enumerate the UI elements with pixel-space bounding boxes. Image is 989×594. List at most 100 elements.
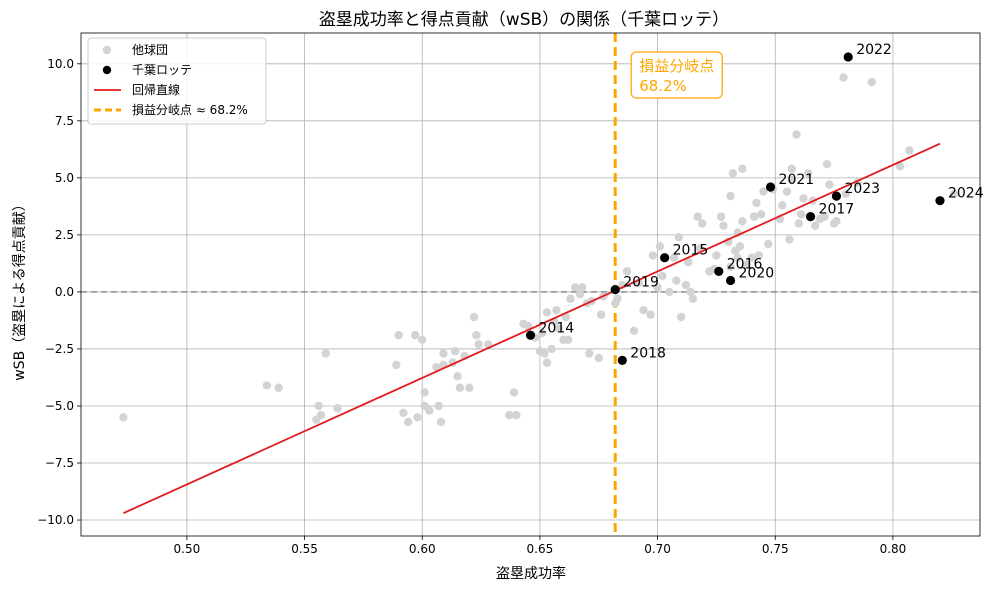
other-team-point	[439, 349, 448, 358]
other-team-point	[552, 305, 561, 315]
y-axis-label: wSB（盗塁による得点貢献）	[11, 197, 28, 381]
other-team-point	[738, 216, 747, 226]
other-team-point	[698, 219, 707, 228]
other-team-point	[575, 289, 585, 299]
legend-marker	[102, 65, 112, 75]
legend-frame	[87, 37, 267, 125]
lotte-point-2022	[843, 52, 853, 62]
other-team-point	[622, 267, 632, 276]
other-team-point	[648, 251, 658, 260]
x-axis-label: 盗塁成功率	[496, 565, 566, 582]
y-tick-label: −5.0	[45, 399, 74, 413]
other-team-point	[728, 169, 738, 178]
other-team-point	[469, 312, 479, 322]
other-team-point	[509, 388, 519, 397]
other-team-point	[787, 175, 796, 185]
lotte-point-2015	[660, 253, 670, 263]
y-tick-label: 2.5	[55, 228, 74, 242]
other-team-point	[453, 372, 462, 381]
other-team-point	[450, 347, 460, 356]
y-tick-label: 10.0	[47, 57, 74, 71]
other-team-point	[665, 287, 674, 297]
y-tick-label: −7.5	[45, 456, 74, 470]
other-team-point	[733, 253, 742, 262]
year-label-2023: 2023	[844, 181, 880, 197]
other-team-point	[782, 187, 792, 196]
year-label-2016: 2016	[727, 256, 763, 272]
other-team-point	[399, 408, 408, 418]
lotte-point-2024	[935, 196, 945, 206]
other-team-point	[712, 251, 721, 260]
annotation-box	[630, 51, 723, 99]
other-team-point	[841, 189, 851, 199]
other-team-point	[578, 283, 587, 292]
x-tick-label: 0.65	[527, 542, 554, 556]
other-team-point	[905, 146, 914, 155]
other-team-point	[655, 242, 665, 251]
other-team-point	[571, 283, 580, 292]
x-tick-label: 0.50	[174, 542, 201, 556]
other-team-point	[820, 212, 829, 221]
lotte-point-2016	[714, 266, 724, 276]
other-team-point	[613, 294, 622, 303]
regression-line	[122, 142, 941, 515]
axis-ticks: 0.50 0.55 0.60 0.65 0.70 0.75 0.80 10.0 7.5 5.0 2.…	[37, 57, 906, 556]
other-team-point	[538, 328, 547, 338]
year-label-2024: 2024	[948, 186, 984, 202]
other-team-point	[465, 383, 474, 392]
legend-label: 千葉ロッテ	[132, 63, 192, 77]
other-team-point	[394, 331, 403, 340]
other-team-point	[686, 287, 695, 297]
other-team-point	[747, 253, 756, 262]
other-team-point	[594, 353, 603, 363]
x-tick-label: 0.80	[880, 542, 907, 556]
year-labels: 2014 2015 2016 2017 2018 2019 2020 2021 2022 2023…	[539, 42, 984, 361]
lotte-point-2021	[765, 182, 776, 192]
lotte-point-2019	[610, 285, 620, 295]
year-label-2015: 2015	[673, 243, 709, 259]
series-lotte	[525, 52, 945, 365]
other-team-point	[333, 404, 342, 413]
year-label-2022: 2022	[856, 42, 892, 58]
other-team-point	[756, 210, 766, 219]
other-team-point	[566, 294, 575, 303]
other-team-point	[693, 212, 702, 221]
year-label-2020: 2020	[739, 266, 775, 282]
chart-title: 盗塁成功率と得点貢献（wSB）の関係（千葉ロッテ）	[319, 10, 729, 30]
other-team-point	[759, 187, 768, 196]
other-team-point	[752, 198, 761, 208]
other-team-point	[895, 162, 905, 171]
other-team-point	[432, 362, 441, 372]
other-team-point	[314, 401, 323, 411]
other-team-point	[749, 212, 759, 221]
year-label-2018: 2018	[630, 345, 666, 361]
other-team-point	[738, 164, 747, 173]
other-team-point	[410, 331, 420, 340]
other-team-point	[505, 410, 514, 420]
year-label-2017: 2017	[819, 202, 855, 218]
other-team-point	[763, 239, 773, 249]
series-others	[119, 73, 959, 427]
other-team-point	[787, 164, 796, 173]
other-team-point	[540, 349, 549, 358]
legend-label: 損益分岐点 ≈ 68.2%	[132, 102, 248, 117]
other-team-point	[653, 283, 662, 292]
other-team-point	[839, 73, 848, 82]
other-team-point	[563, 335, 573, 345]
other-team-point	[825, 180, 834, 189]
other-team-point	[676, 312, 686, 322]
lotte-point-2014	[525, 330, 536, 340]
other-team-point	[542, 308, 552, 317]
other-team-point	[321, 349, 330, 358]
x-tick-label: 0.60	[409, 542, 436, 556]
other-team-point	[832, 216, 841, 226]
other-team-point	[726, 262, 735, 272]
x-tick-label: 0.70	[644, 542, 671, 556]
other-team-point	[392, 360, 401, 370]
y-tick-label: 7.5	[55, 114, 74, 128]
legend-label: 他球団	[132, 43, 168, 57]
other-team-point	[639, 305, 648, 315]
